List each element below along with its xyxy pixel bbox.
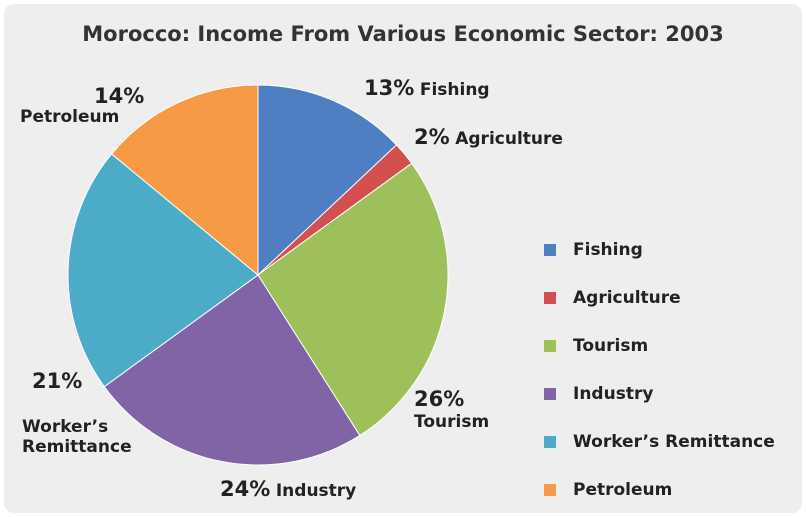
legend-label: Industry xyxy=(573,384,654,404)
legend-label: Worker’s Remittance xyxy=(573,432,775,452)
label-agriculture-name: Agriculture xyxy=(455,129,563,149)
pie-slice-industry xyxy=(103,274,361,466)
legend-item-tourism: Tourism xyxy=(544,322,775,370)
legend-swatch xyxy=(544,292,556,304)
label-petroleum-name-wrap: Petroleum xyxy=(20,107,119,127)
legend-item-fishing: Fishing xyxy=(544,226,775,274)
legend-item-industry: Industry xyxy=(544,370,775,418)
label-remittance-pct-wrap: 21% xyxy=(32,369,82,394)
legend-swatch xyxy=(544,340,556,352)
pie-slice-petroleum xyxy=(110,84,259,277)
label-petroleum-pct-wrap: 14% xyxy=(94,84,144,109)
pie-slice-tourism xyxy=(257,162,449,437)
pie-slice-fishing xyxy=(257,84,398,277)
legend-item-agriculture: Agriculture xyxy=(544,274,775,322)
label-remittance-name: Worker’s Remittance xyxy=(22,417,132,458)
label-industry: 24% Industry xyxy=(220,477,356,502)
label-tourism-pct: 26% xyxy=(414,387,465,411)
label-tourism-name: Tourism xyxy=(414,412,490,433)
legend-label: Tourism xyxy=(573,336,649,356)
legend-swatch xyxy=(544,244,556,256)
label-agriculture: 2% Agriculture xyxy=(414,125,563,150)
label-remittance-name-line1: Worker’s xyxy=(22,417,109,437)
legend-label: Agriculture xyxy=(573,288,681,308)
legend-swatch xyxy=(544,388,556,400)
label-petroleum-name: Petroleum xyxy=(20,107,120,127)
chart-title: Morocco: Income From Various Economic Se… xyxy=(82,22,724,46)
legend-label: Fishing xyxy=(573,240,643,260)
legend-label: Petroleum xyxy=(573,480,673,500)
legend-item-remittance: Worker’s Remittance xyxy=(544,418,775,466)
label-fishing-name: Fishing xyxy=(419,80,490,100)
label-remittance-pct: 21% xyxy=(32,369,83,393)
label-fishing-pct: 13% xyxy=(364,76,415,100)
label-agriculture-pct: 2% xyxy=(414,125,450,149)
label-industry-pct: 24% xyxy=(220,477,271,501)
legend-swatch xyxy=(544,484,556,496)
pie-slice-worker-s-remittance xyxy=(67,153,259,388)
legend-swatch xyxy=(544,436,556,448)
legend-item-petroleum: Petroleum xyxy=(544,466,775,514)
label-petroleum-pct: 14% xyxy=(94,84,145,108)
label-remittance-name-line2: Remittance xyxy=(22,437,132,458)
label-tourism: 26% Tourism xyxy=(414,387,489,433)
label-fishing: 13% Fishing xyxy=(364,76,490,101)
label-industry-name: Industry xyxy=(275,481,357,501)
legend: Fishing Agriculture Tourism Industry Wor… xyxy=(544,226,775,514)
